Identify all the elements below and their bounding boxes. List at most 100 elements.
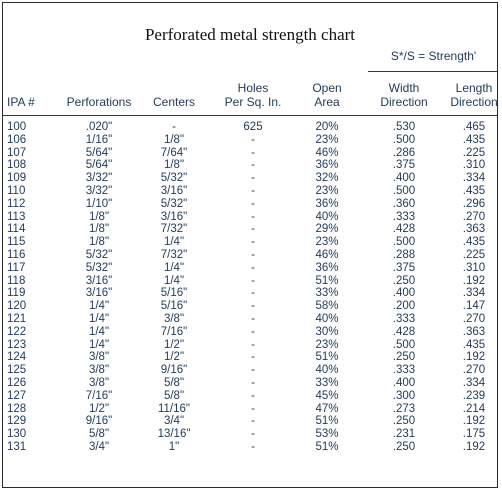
cell-centers: 3/16" [160,184,188,197]
cell-holes: - [251,402,255,415]
cell-ipa: 108 [7,159,27,172]
cell-centers: 5/32" [160,172,188,185]
cell-centers: 1/8" [163,159,185,172]
cell-holes: - [251,274,255,287]
cell-open-area: 40% [315,312,339,325]
cell-perforations: 3/16" [85,287,113,300]
cell-ipa: 118 [7,274,26,287]
cell-perforations: 1/8" [88,236,110,249]
header-length-line1: Length [455,81,493,95]
cell-holes: - [251,428,255,441]
cell-holes: - [251,197,255,210]
chart-title: Perforated metal strength chart [144,25,356,44]
cell-centers: 1/2" [163,338,185,351]
header-width-direction: Width Direction [373,81,435,109]
cell-ipa: 124 [7,351,27,364]
table-row: 125 3/8" 9/16" - 40% .333 .270 [3,364,497,377]
cell-ipa: 116 [7,248,26,261]
cell-width-direction: .231 [392,428,416,441]
cell-centers: 7/32" [160,248,188,261]
cell-centers: 1/8" [163,133,185,146]
header-holes-line1: Holes [237,81,269,95]
table-body: 100.020" -625 20% .530.465 106 1/16" 1/8" -23%.… [3,121,497,454]
cell-perforations: 1/10" [85,197,113,210]
table-row: 108 5/64" 1/8" - 36% .375 .310 [3,159,497,172]
cell-ipa: 113 [7,210,26,223]
table-row: 128 1/2" 11/16" - 47% .273 .214 [3,403,497,416]
cell-length-direction: .147 [462,300,486,313]
cell-centers: 1/4" [163,236,185,249]
table-row: 113 1/8" 3/16" - 40% .333 .270 [3,211,497,224]
cell-width-direction: .375 [392,261,416,274]
table-row: 109 3/32" 5/32" - 32% .400 .334 [3,172,497,185]
cell-ipa: 127 [7,389,27,402]
cell-open-area: 33% [315,287,339,300]
cell-perforations: 1/4" [88,325,110,338]
cell-centers: 5/8" [163,389,185,402]
cell-length-direction: .310 [462,159,486,172]
cell-width-direction: .200 [392,300,416,313]
cell-centers: 1/2" [163,351,185,364]
cell-length-direction: .334 [462,287,486,300]
cell-holes: - [251,210,255,223]
cell-width-direction: .400 [392,376,416,389]
cell-perforations: 5/32" [85,261,113,274]
cell-holes: - [251,184,255,197]
cell-centers: 3/4" [163,415,185,428]
cell-open-area: 23% [315,133,339,146]
cell-width-direction: .250 [392,351,416,364]
cell-holes: - [251,338,255,351]
header-length-line2: Direction [450,95,498,109]
cell-holes: - [251,415,255,428]
cell-width-direction: .333 [392,210,416,223]
cell-ipa: 100 [7,121,27,133]
cell-open-area: 51% [315,440,339,453]
cell-perforations: 3/8" [88,364,110,377]
cell-centers: 7/64" [160,146,188,159]
cell-open-area: 36% [315,197,339,210]
subheader-rule [368,71,497,72]
cell-open-area: 40% [315,210,339,223]
cell-length-direction: .225 [462,248,486,261]
header-open-area: Open Area [295,81,359,109]
cell-open-area: 51% [315,351,339,364]
cell-perforations: 7/16" [85,389,113,402]
header-width-line2: Direction [380,95,428,109]
cell-length-direction: .435 [462,236,486,249]
cell-width-direction: .500 [392,338,416,351]
cell-ipa: 109 [7,172,27,185]
cell-perforations: .020" [85,121,113,133]
table-row: 118 3/16" 1/4" - 51% .250 .192 [3,275,497,288]
cell-open-area: 36% [315,159,339,172]
cell-length-direction: .310 [462,261,486,274]
cell-width-direction: .250 [392,274,416,287]
cell-length-direction: .214 [462,402,486,415]
header-holes: Holes Per Sq. In. [217,81,289,109]
cell-open-area: 23% [315,338,339,351]
header-centers: Centers [152,95,196,109]
cell-holes: - [251,172,255,185]
cell-perforations: 3/16" [85,274,113,287]
cell-ipa: 122 [7,325,27,338]
cell-centers: 5/32" [160,197,188,210]
header-holes-line2: Per Sq. In. [224,95,282,109]
cell-centers: 3/8" [163,312,185,325]
cell-width-direction: .375 [392,159,416,172]
cell-ipa: 106 [7,133,27,146]
cell-length-direction: .334 [462,172,486,185]
cell-holes: - [251,133,255,146]
cell-length-direction: .239 [462,389,486,402]
cell-holes: - [251,287,255,300]
table-row: 119 3/16" 5/16" - 33% .400 .334 [3,287,497,300]
cell-ipa: 131 [7,440,27,453]
cell-ipa: 125 [7,364,27,377]
chart-frame: Perforated metal strength chart S*/S = S… [2,2,498,488]
cell-centers: 5/16" [160,300,188,313]
cell-perforations: 3/32" [85,172,113,185]
cell-width-direction: .360 [392,197,416,210]
cell-holes: - [251,261,255,274]
cell-holes: - [251,236,255,249]
cell-open-area: 46% [315,248,339,261]
cell-holes: - [251,440,255,453]
cell-perforations: 5/32" [85,248,113,261]
